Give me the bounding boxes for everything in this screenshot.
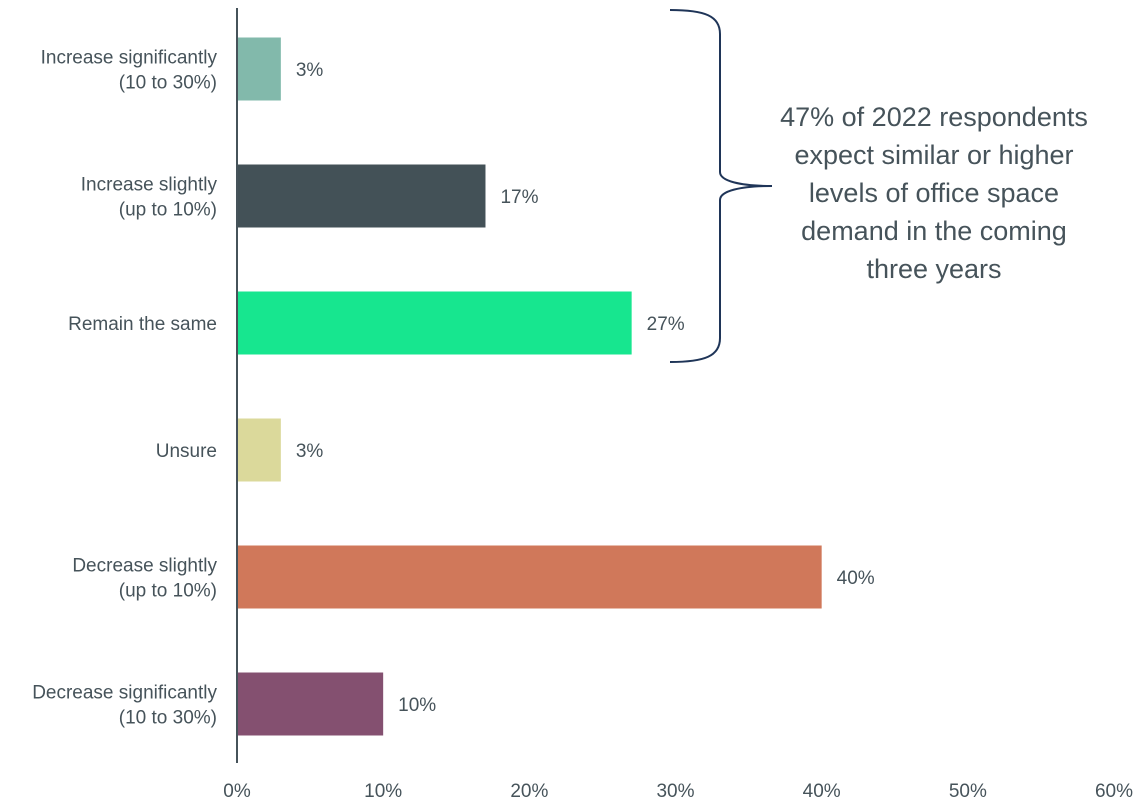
- category-label: (up to 10%): [119, 200, 217, 221]
- x-tick-label: 40%: [803, 781, 841, 802]
- category-label: Increase significantly: [41, 48, 218, 69]
- bar: [237, 37, 281, 101]
- category-label: Remain the same: [68, 314, 217, 335]
- category-label: Unsure: [156, 441, 217, 462]
- x-tick-label: 0%: [223, 781, 251, 802]
- data-label: 10%: [398, 695, 436, 716]
- annotation-text: demand in the coming: [801, 216, 1067, 246]
- annotation-text: levels of office space: [809, 178, 1059, 208]
- category-label: (up to 10%): [119, 581, 217, 602]
- bar: [237, 291, 632, 355]
- data-label: 3%: [296, 60, 324, 81]
- annotation-bracket: [669, 9, 773, 363]
- bar: [237, 418, 281, 482]
- x-tick-label: 20%: [510, 781, 548, 802]
- annotation-text: expect similar or higher: [794, 140, 1073, 170]
- data-label: 27%: [647, 314, 685, 335]
- bar: [237, 545, 822, 609]
- annotation-text: 47% of 2022 respondents: [780, 102, 1088, 132]
- bar: [237, 164, 486, 228]
- data-label: 40%: [837, 568, 875, 589]
- x-tick-label: 10%: [364, 781, 402, 802]
- category-label: Increase slightly: [81, 175, 218, 196]
- x-tick-label: 60%: [1095, 781, 1133, 802]
- bar: [237, 672, 384, 736]
- x-tick-label: 50%: [949, 781, 987, 802]
- data-label: 3%: [296, 441, 324, 462]
- category-label: Decrease significantly: [32, 683, 217, 704]
- annotation-text: three years: [866, 254, 1001, 284]
- category-label: (10 to 30%): [119, 708, 217, 729]
- data-label: 17%: [500, 187, 538, 208]
- category-label: Decrease slightly: [72, 556, 217, 577]
- category-label: (10 to 30%): [119, 73, 217, 94]
- x-tick-label: 30%: [656, 781, 694, 802]
